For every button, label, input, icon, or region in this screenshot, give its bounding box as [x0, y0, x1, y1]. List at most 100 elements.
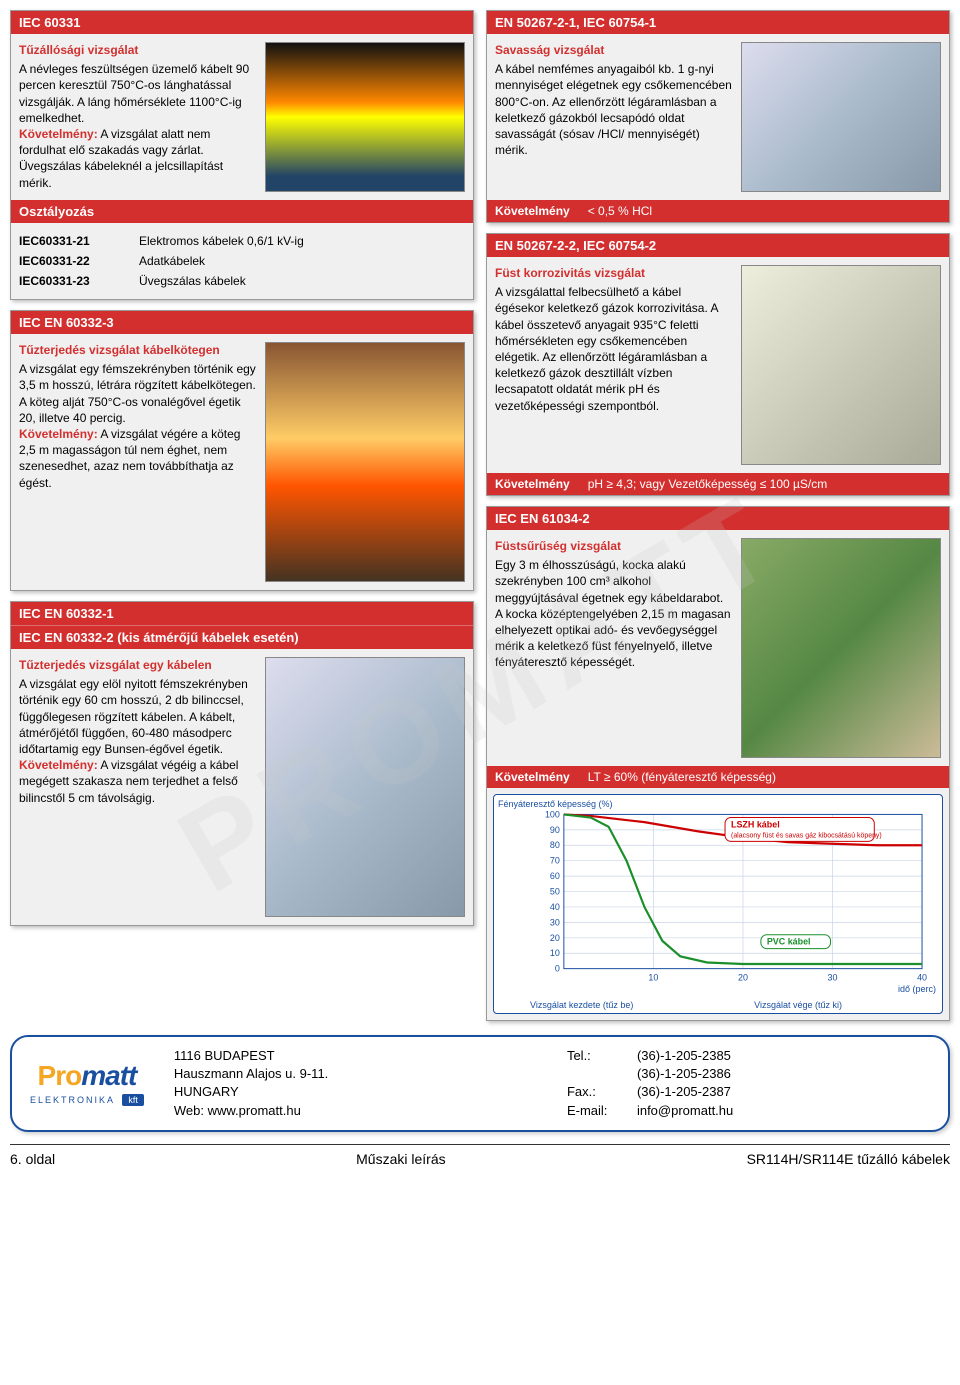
- logo: Promatt ELEKTRONIKA kft: [30, 1060, 144, 1106]
- class-val: Adatkábelek: [139, 254, 465, 268]
- requirement-value: pH ≥ 4,3; vagy Vezetőképesség ≤ 100 µS/c…: [588, 477, 828, 491]
- class-val: Üvegszálas kábelek: [139, 274, 465, 288]
- test-image: [265, 42, 465, 192]
- svg-text:30: 30: [550, 917, 560, 927]
- section-iec61034: IEC EN 61034-2 Füstsűrűség vizsgálat Egy…: [486, 506, 950, 1021]
- table-row: IEC60331-22 Adatkábelek: [19, 251, 465, 271]
- svg-text:70: 70: [550, 856, 560, 866]
- addr-line: Web: www.promatt.hu: [174, 1102, 537, 1120]
- fax-label: Fax.:: [567, 1083, 637, 1101]
- section-header: IEC EN 60332-1: [11, 602, 473, 625]
- requirement-label: Követelmény: [495, 204, 570, 218]
- requirement-label: Követelmény:: [19, 427, 98, 441]
- section-paragraph: Egy 3 m élhosszúságú, kocka alakú szekré…: [495, 557, 733, 670]
- requirement-bar: Követelmény LT ≥ 60% (fényáteresztő képe…: [487, 766, 949, 788]
- svg-text:40: 40: [917, 973, 927, 983]
- addr-line: 1116 BUDAPEST: [174, 1047, 537, 1065]
- footer-address: 1116 BUDAPEST Hauszmann Alajos u. 9-11. …: [174, 1047, 537, 1120]
- svg-text:30: 30: [828, 973, 838, 983]
- requirement-label: Követelmény: [495, 477, 570, 491]
- class-val: Elektromos kábelek 0,6/1 kV-ig: [139, 234, 465, 248]
- doc-subject: SR114H/SR114E tűzálló kábelek: [747, 1151, 950, 1167]
- doc-title: Műszaki leírás: [356, 1151, 445, 1167]
- footer-contact: Tel.:(36)-1-205-2385 (36)-1-205-2386 Fax…: [567, 1047, 930, 1120]
- chart-svg: 0 10 20 30 40 50 60 70 80 90 100 10 20 30 40 LSZH kábel…: [534, 805, 932, 993]
- section-title: Tűzterjedés vizsgálat egy kábelen: [19, 657, 257, 673]
- svg-text:40: 40: [550, 902, 560, 912]
- section-paragraph: A vizsgálat egy fémszekrényben történik …: [19, 361, 257, 426]
- requirement-label: Követelmény: [495, 770, 570, 784]
- right-column: EN 50267-2-1, IEC 60754-1 Savasság vizsg…: [486, 10, 950, 1021]
- svg-text:LSZH kábel: LSZH kábel: [731, 819, 780, 829]
- fax-value: (36)-1-205-2387: [637, 1083, 731, 1101]
- requirement-bar: Követelmény pH ≥ 4,3; vagy Vezetőképessé…: [487, 473, 949, 495]
- chart-note-right: Vizsgálat vége (tűz ki): [754, 1001, 842, 1011]
- page-footer: 6. oldal Műszaki leírás SR114H/SR114E tű…: [10, 1144, 950, 1167]
- chart-ylabel: Fényáteresztő képesség (%): [498, 800, 613, 810]
- section-title: Savasság vizsgálat: [495, 42, 733, 58]
- logo-part2: matt: [81, 1060, 136, 1091]
- chart-xlabel: idő (perc): [898, 985, 936, 995]
- table-row: IEC60331-23 Üvegszálas kábelek: [19, 271, 465, 291]
- svg-text:20: 20: [738, 973, 748, 983]
- svg-text:90: 90: [550, 825, 560, 835]
- requirement-label: Követelmény:: [19, 127, 98, 141]
- svg-text:(alacsony füst és savas gáz ki: (alacsony füst és savas gáz kibocsátású …: [731, 832, 882, 839]
- logo-kft: kft: [122, 1094, 144, 1106]
- section-paragraph: A vizsgálattal felbecsülhető a kábel égé…: [495, 284, 733, 414]
- section-header: IEC EN 60332-3: [11, 311, 473, 334]
- section-en50267-2: EN 50267-2-2, IEC 60754-2 Füst korrozivi…: [486, 233, 950, 496]
- class-key: IEC60331-23: [19, 274, 139, 288]
- svg-text:80: 80: [550, 840, 560, 850]
- section-title: Tűzterjedés vizsgálat kábelkötegen: [19, 342, 257, 358]
- page-number: 6. oldal: [10, 1151, 55, 1167]
- email-label: E-mail:: [567, 1102, 637, 1120]
- section-title: Füst korrozivitás vizsgálat: [495, 265, 733, 281]
- svg-text:10: 10: [550, 948, 560, 958]
- section-paragraph: A kábel nemfémes anyagaiból kb. 1 g-nyi …: [495, 61, 733, 158]
- svg-text:50: 50: [550, 887, 560, 897]
- section-paragraph: A vizsgálat egy elöl nyitott fémszekrény…: [19, 676, 257, 757]
- smoke-density-chart: Fényáteresztő képesség (%) idő (perc) 0 1…: [493, 794, 943, 1014]
- section-header: IEC 60331: [11, 11, 473, 34]
- svg-text:60: 60: [550, 871, 560, 881]
- classification-header: Osztályozás: [11, 200, 473, 223]
- tel-value: (36)-1-205-2385: [637, 1047, 731, 1065]
- classification-table: IEC60331-21 Elektromos kábelek 0,6/1 kV-…: [11, 223, 473, 299]
- svg-text:0: 0: [555, 964, 560, 974]
- table-row: IEC60331-21 Elektromos kábelek 0,6/1 kV-…: [19, 231, 465, 251]
- requirement-value: < 0,5 % HCl: [588, 204, 652, 218]
- section-en50267-1: EN 50267-2-1, IEC 60754-1 Savasság vizsg…: [486, 10, 950, 223]
- tel-label: Tel.:: [567, 1047, 637, 1065]
- section-header: EN 50267-2-1, IEC 60754-1: [487, 11, 949, 34]
- logo-sub: ELEKTRONIKA: [30, 1095, 115, 1105]
- tel-value: (36)-1-205-2386: [637, 1065, 731, 1083]
- page-columns: IEC 60331 Tűzállósági vizsgálat A névleg…: [10, 10, 950, 1021]
- section-header-2: IEC EN 60332-2 (kis átmérőjű kábelek ese…: [11, 625, 473, 649]
- requirement-bar: Követelmény < 0,5 % HCl: [487, 200, 949, 222]
- section-header: IEC EN 61034-2: [487, 507, 949, 530]
- test-image: [741, 42, 941, 192]
- svg-text:10: 10: [648, 973, 658, 983]
- section-header: EN 50267-2-2, IEC 60754-2: [487, 234, 949, 257]
- left-column: IEC 60331 Tűzállósági vizsgálat A névleg…: [10, 10, 474, 1021]
- class-key: IEC60331-22: [19, 254, 139, 268]
- section-title: Tűzállósági vizsgálat: [19, 42, 257, 58]
- company-footer: Promatt ELEKTRONIKA kft 1116 BUDAPEST Ha…: [10, 1035, 950, 1132]
- email-value: info@promatt.hu: [637, 1102, 733, 1120]
- svg-text:100: 100: [545, 809, 560, 819]
- svg-text:PVC kábel: PVC kábel: [767, 937, 811, 947]
- svg-text:20: 20: [550, 933, 560, 943]
- test-image: [265, 657, 465, 917]
- addr-line: Hauszmann Alajos u. 9-11.: [174, 1065, 537, 1083]
- requirement-value: LT ≥ 60% (fényáteresztő képesség): [588, 770, 776, 784]
- class-key: IEC60331-21: [19, 234, 139, 248]
- section-iec60331: IEC 60331 Tűzállósági vizsgálat A névleg…: [10, 10, 474, 300]
- test-image: [265, 342, 465, 582]
- section-iec60332-1: IEC EN 60332-1 IEC EN 60332-2 (kis átmér…: [10, 601, 474, 926]
- section-iec60332-3: IEC EN 60332-3 Tűzterjedés vizsgálat káb…: [10, 310, 474, 591]
- logo-part1: Pro: [38, 1060, 82, 1091]
- section-paragraph: A névleges feszültségen üzemelő kábelt 9…: [19, 61, 257, 126]
- section-title: Füstsűrűség vizsgálat: [495, 538, 733, 554]
- test-image: [741, 538, 941, 758]
